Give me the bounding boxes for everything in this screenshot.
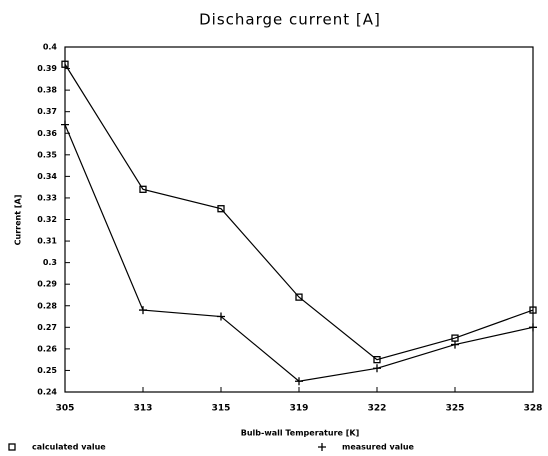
x-tick-label: 313: [134, 404, 153, 414]
point-marker: [139, 185, 147, 193]
point-marker: [373, 356, 381, 364]
point-marker: [217, 312, 225, 321]
point-marker: [295, 293, 303, 301]
y-tick-label: 0.36: [37, 129, 57, 138]
y-tick-label: 0.28: [37, 301, 57, 310]
y-tick-label: 0.24: [37, 388, 57, 397]
legend-marker: [318, 443, 326, 451]
y-tick-label: 0.32: [37, 215, 57, 224]
y-tick-label: 0.39: [37, 64, 57, 73]
x-tick-label: 322: [368, 404, 387, 414]
x-axis-label: Bulb-wall Temperature [K]: [241, 429, 359, 438]
plot-frame: [64, 46, 534, 393]
y-tick-label: 0.27: [37, 323, 57, 332]
y-tick-label: 0.35: [37, 150, 57, 159]
y-tick-label: 0.26: [37, 344, 57, 353]
point-marker: [295, 377, 303, 386]
x-tick-label: 305: [56, 404, 75, 414]
legend-label: calculated value: [32, 443, 106, 452]
y-tick-label: 0.31: [37, 237, 57, 246]
legend-marker: [8, 443, 16, 451]
x-tick-label: 328: [524, 404, 543, 414]
point-marker: [61, 60, 69, 68]
y-tick-label: 0.4: [43, 43, 58, 52]
series-line: [64, 124, 534, 382]
point-marker: [529, 306, 537, 314]
x-tick-label: 315: [212, 404, 231, 414]
y-tick-label: 0.37: [37, 107, 57, 116]
point-marker: [451, 340, 459, 349]
y-axis-label: Current [A]: [14, 195, 23, 246]
y-tick-label: 0.25: [37, 366, 57, 375]
legend-label: measured value: [342, 443, 415, 452]
point-marker: [529, 323, 537, 332]
y-tick-label: 0.33: [37, 193, 57, 202]
series-line: [64, 63, 534, 361]
point-marker: [139, 306, 147, 315]
x-tick-label: 319: [290, 404, 309, 414]
point-marker: [217, 205, 225, 213]
y-tick-label: 0.3: [43, 258, 57, 267]
point-marker: [373, 364, 381, 373]
y-tick-label: 0.34: [37, 172, 57, 181]
chart-title: Discharge current [A]: [199, 11, 381, 29]
y-tick-label: 0.38: [37, 86, 57, 95]
y-tick-label: 0.29: [37, 280, 57, 289]
point-marker: [61, 120, 69, 129]
x-tick-label: 325: [446, 404, 465, 414]
